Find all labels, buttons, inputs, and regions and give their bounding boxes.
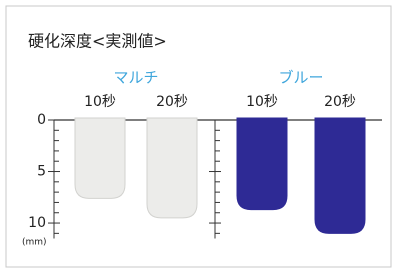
group-label: マルチ <box>113 69 158 87</box>
group-label: ブルー <box>278 69 323 87</box>
tube-bar <box>75 118 125 198</box>
tube-bar <box>147 118 197 218</box>
x-tick-label: 20秒 <box>324 94 356 110</box>
y-tick-label: 10 <box>28 215 46 231</box>
y-tick-label: 5 <box>37 164 46 180</box>
x-tick-label: 10秒 <box>84 94 116 110</box>
y-tick-label: 0 <box>37 112 46 128</box>
y-unit: (mm) <box>22 238 47 248</box>
tube-bar <box>237 118 287 210</box>
tube-bar <box>315 118 365 233</box>
x-tick-label: 20秒 <box>156 94 188 110</box>
chart: 硬化深度<実測値> (mm) 0510マルチ10秒20秒ブルー10秒20秒 <box>0 0 397 273</box>
x-tick-label: 10秒 <box>246 94 278 110</box>
chart-title: 硬化深度<実測値> <box>28 32 167 51</box>
